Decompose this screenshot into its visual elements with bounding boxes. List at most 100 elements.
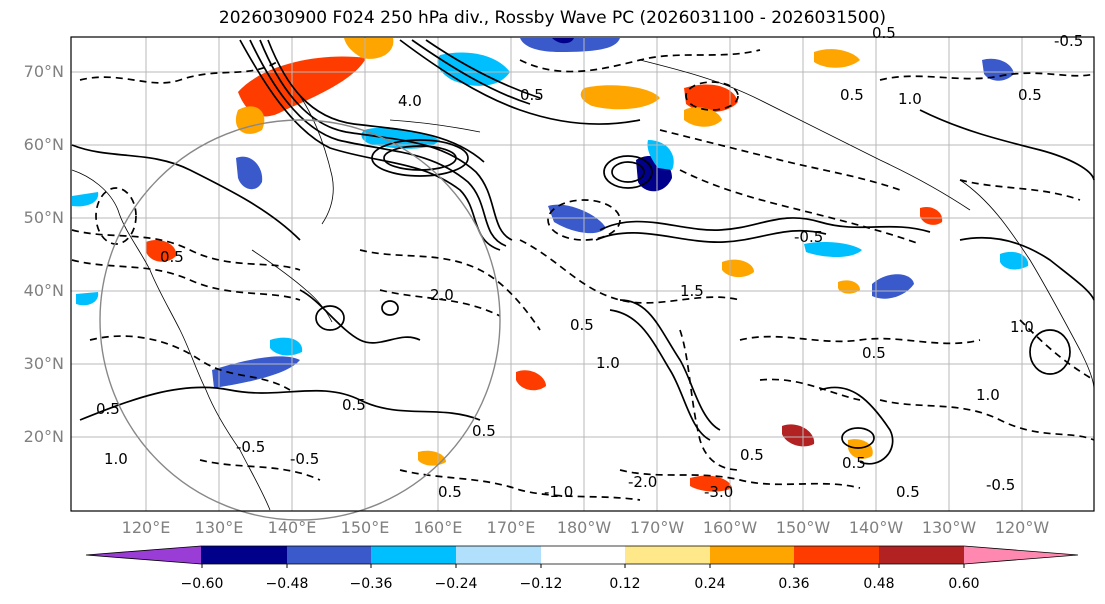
- contour-solid: [959, 237, 1095, 301]
- contour-dashed: [739, 335, 981, 345]
- colorbar-tick-label: −0.48: [265, 576, 309, 592]
- fill-navy-top: [552, 38, 574, 44]
- contour-dashed: [1019, 319, 1095, 381]
- colorbar: [85, 545, 1079, 568]
- contour-label: 1.0: [976, 386, 1000, 404]
- fill-cyan-sw: [212, 356, 300, 388]
- contour-loop-dashed: [95, 187, 137, 245]
- lon-label-130w: 130°W: [921, 518, 977, 537]
- colorbar-segment: [625, 546, 710, 564]
- contour-solid: [599, 217, 931, 233]
- contour-label: -0.5: [236, 438, 265, 456]
- coast-namerica: [959, 179, 1095, 391]
- colorbar-segment: [371, 546, 456, 564]
- lat-label-40n: 40°N: [23, 281, 64, 300]
- fill-cyan-e: [982, 58, 1014, 81]
- coastlines: [71, 59, 1095, 511]
- colorbar-tick-label: −0.36: [349, 576, 393, 592]
- lon-label-170e: 170°E: [486, 518, 536, 537]
- fill-cyan-sw2: [270, 337, 303, 356]
- contour-dashed: [759, 378, 861, 401]
- fill-cyan-ec: [804, 242, 862, 257]
- colorbar-tick-label: 0.36: [778, 576, 810, 592]
- colorbar-segment: [794, 546, 879, 564]
- coast-kamchatka: [299, 95, 334, 225]
- contour-loop: [381, 300, 399, 316]
- contour-label: 0.5: [570, 316, 594, 334]
- contour-loop: [611, 161, 645, 183]
- fill-blue-top: [520, 38, 620, 52]
- fill-orange-top: [344, 38, 394, 59]
- contour-label: 0.5: [96, 400, 120, 418]
- contour-label: 0.5: [342, 396, 366, 414]
- contour-loop-dashed: [685, 81, 739, 111]
- colorbar-outline: [85, 545, 1079, 565]
- contour-label: -0.5: [794, 228, 823, 246]
- contour-dashed: [679, 329, 741, 471]
- contour-label: 0.5: [896, 483, 920, 501]
- contour-dashed: [679, 169, 921, 245]
- lat-lon-grid: [71, 37, 1094, 511]
- lon-label-150w: 150°W: [775, 518, 831, 537]
- contour-dashed: [959, 179, 1081, 201]
- colorbar-segment: [541, 546, 625, 564]
- fill-red-sw: [146, 239, 177, 262]
- contour-dashed: [79, 59, 281, 84]
- fill-orange-se2: [690, 475, 732, 492]
- contour-dashed: [89, 335, 291, 391]
- contour-label: 0.5: [842, 454, 866, 472]
- contour-solid: [71, 144, 301, 241]
- fill-blue-center: [548, 204, 606, 234]
- contour-solid: [239, 39, 501, 251]
- lon-label-140e: 140°E: [267, 518, 317, 537]
- contour-loop: [1029, 329, 1071, 375]
- fill-navy-west: [236, 156, 263, 190]
- contour-label: 1.0: [1010, 318, 1034, 336]
- contour-loop: [841, 427, 875, 449]
- contour-label: 1.5: [680, 282, 704, 300]
- colorbar-tick-label: −0.12: [519, 576, 563, 592]
- contour-solid: [919, 109, 1095, 181]
- contour-dashed: [199, 459, 321, 481]
- contour-label: 1.0: [596, 354, 620, 372]
- contour-solid: [79, 386, 481, 421]
- colorbar-tick-label: 0.24: [694, 576, 726, 592]
- contour-lines-dashed: [71, 49, 1095, 501]
- colorbar-segment: [710, 546, 794, 564]
- contour-dashed: [71, 259, 301, 301]
- contour-dashed: [399, 469, 641, 501]
- colorbar-segment: [879, 546, 964, 564]
- fill-orange-s: [418, 450, 446, 466]
- lat-label-70n: 70°N: [23, 62, 64, 81]
- contour-label: 0.5: [438, 483, 462, 501]
- contour-label: 0.5: [160, 248, 184, 266]
- contour-label: 0.5: [740, 446, 764, 464]
- lon-label-120w: 120°W: [994, 518, 1050, 537]
- contour-solid: [411, 39, 531, 105]
- lon-label-180w: 180°W: [556, 518, 612, 537]
- contour-loop: [383, 145, 457, 171]
- range-circle: [99, 119, 501, 521]
- lon-label-150e: 150°E: [340, 518, 390, 537]
- contour-loop: [315, 305, 345, 331]
- fill-orange-ec: [722, 259, 754, 278]
- contour-label: -0.5: [1054, 32, 1083, 50]
- contour-solid: [399, 39, 641, 125]
- fill-orange-se: [848, 439, 873, 459]
- contour-label: 1.0: [104, 450, 128, 468]
- lon-label-140w: 140°W: [848, 518, 904, 537]
- fill-orange-ne2: [814, 49, 860, 68]
- contour-label: 4.0: [398, 92, 422, 110]
- contour-solid: [299, 289, 421, 344]
- contour-dashed: [879, 399, 1095, 441]
- fill-red-mid: [516, 370, 546, 391]
- fill-orange-north: [235, 106, 265, 134]
- lat-label-50n: 50°N: [23, 208, 64, 227]
- lat-label-20n: 20°N: [23, 427, 64, 446]
- lon-label-160e: 160°E: [413, 518, 463, 537]
- fill-orange-ne: [580, 85, 660, 110]
- colorbar-segment: [201, 546, 287, 564]
- contour-solid: [267, 39, 485, 163]
- fill-blue-ec: [872, 274, 914, 299]
